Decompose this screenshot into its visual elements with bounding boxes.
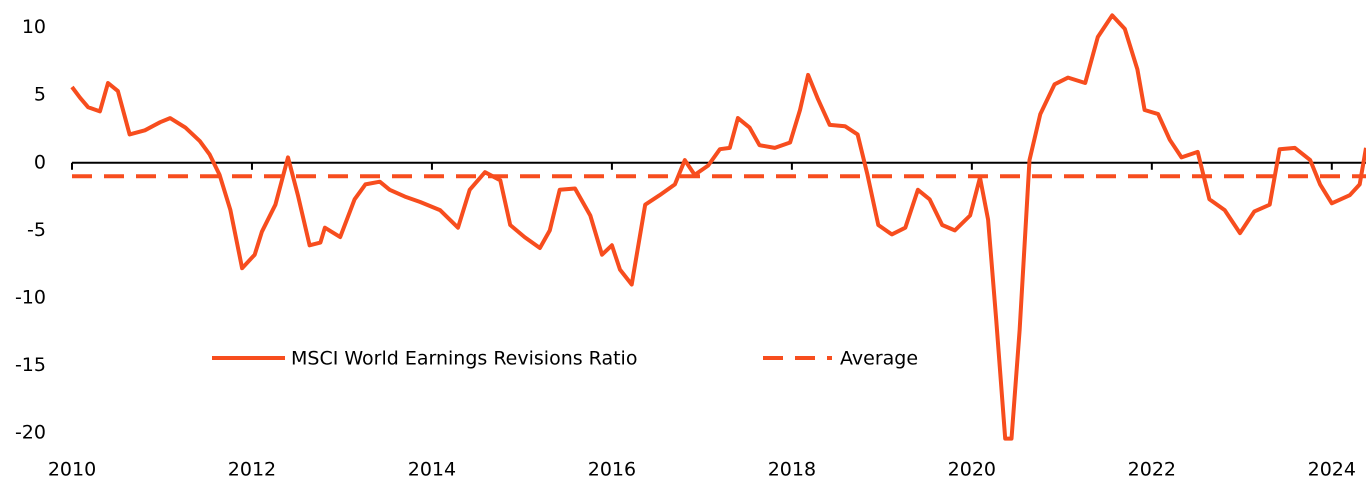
- x-tick-label: 2022: [1128, 459, 1176, 481]
- series-line: [70, 13, 1366, 441]
- y-tick-label: 10: [22, 16, 46, 38]
- x-tick-label: 2024: [1308, 459, 1356, 481]
- x-tick-label: 2010: [48, 459, 96, 481]
- x-tick-label: 2016: [588, 459, 636, 481]
- x-tick-label: 2014: [408, 459, 456, 481]
- y-tick-label: -15: [15, 354, 46, 376]
- x-tick-label: 2018: [768, 459, 816, 481]
- y-tick-label: -20: [15, 422, 46, 444]
- y-tick-label: 0: [34, 151, 46, 173]
- legend-label: MSCI World Earnings Revisions Ratio: [291, 348, 637, 370]
- y-tick-label: -5: [27, 219, 46, 241]
- x-tick-label: 2020: [948, 459, 996, 481]
- legend-label: Average: [840, 348, 918, 370]
- y-tick-label: 5: [34, 84, 46, 106]
- y-tick-label: -10: [15, 287, 46, 309]
- x-tick-label: 2012: [228, 459, 276, 481]
